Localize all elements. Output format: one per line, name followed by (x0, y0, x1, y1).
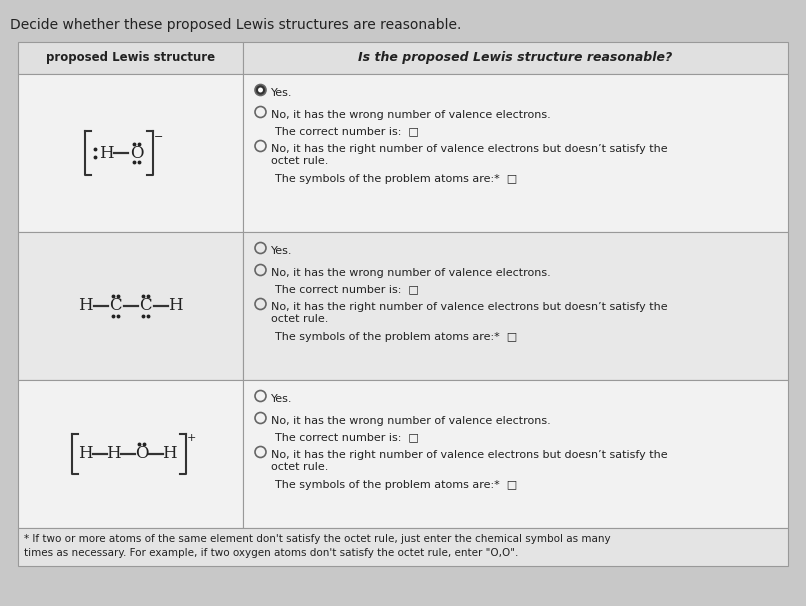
Text: Yes.: Yes. (271, 88, 293, 98)
Text: No, it has the right number of valence electrons but doesn’t satisfy the: No, it has the right number of valence e… (271, 144, 667, 154)
Circle shape (255, 84, 266, 96)
Text: times as necessary. For example, if two oxygen atoms don't satisfy the octet rul: times as necessary. For example, if two … (24, 548, 518, 558)
Text: * If two or more atoms of the same element don't satisfy the octet rule, just en: * If two or more atoms of the same eleme… (24, 534, 611, 544)
Bar (243, 74, 788, 232)
Text: No, it has the wrong number of valence electrons.: No, it has the wrong number of valence e… (271, 110, 550, 120)
Text: H: H (78, 298, 93, 315)
Circle shape (258, 87, 263, 93)
Text: H: H (162, 445, 177, 462)
Text: The correct number is:  □: The correct number is: □ (275, 284, 419, 294)
Text: O: O (130, 144, 143, 162)
Text: No, it has the right number of valence electrons but doesn’t satisfy the: No, it has the right number of valence e… (271, 302, 667, 312)
Text: O: O (135, 445, 148, 462)
Text: octet rule.: octet rule. (271, 462, 328, 472)
Text: H: H (78, 445, 93, 462)
Text: The symbols of the problem atoms are:*  □: The symbols of the problem atoms are:* □ (275, 332, 517, 342)
Text: proposed Lewis structure: proposed Lewis structure (46, 52, 215, 64)
Bar (243, 380, 788, 528)
Text: octet rule.: octet rule. (271, 156, 328, 166)
Text: The symbols of the problem atoms are:*  □: The symbols of the problem atoms are:* □ (275, 174, 517, 184)
Bar (18, 42, 243, 74)
Bar (18, 380, 243, 528)
Text: The correct number is:  □: The correct number is: □ (275, 432, 419, 442)
Text: H: H (99, 144, 114, 162)
Bar (18, 74, 243, 232)
Text: C: C (109, 298, 122, 315)
Text: H: H (106, 445, 121, 462)
Text: No, it has the right number of valence electrons but doesn’t satisfy the: No, it has the right number of valence e… (271, 450, 667, 460)
Text: +: + (187, 433, 196, 443)
Text: C: C (139, 298, 152, 315)
Text: Decide whether these proposed Lewis structures are reasonable.: Decide whether these proposed Lewis stru… (10, 18, 461, 32)
Bar (18, 528, 788, 566)
Text: Yes.: Yes. (271, 394, 293, 404)
Text: The correct number is:  □: The correct number is: □ (275, 126, 419, 136)
Text: No, it has the wrong number of valence electrons.: No, it has the wrong number of valence e… (271, 416, 550, 426)
Text: −: − (154, 132, 163, 142)
Text: The symbols of the problem atoms are:*  □: The symbols of the problem atoms are:* □ (275, 480, 517, 490)
Bar (243, 42, 788, 74)
Text: octet rule.: octet rule. (271, 314, 328, 324)
Text: No, it has the wrong number of valence electrons.: No, it has the wrong number of valence e… (271, 268, 550, 278)
Text: Yes.: Yes. (271, 246, 293, 256)
Text: H: H (168, 298, 183, 315)
Bar (243, 232, 788, 380)
Text: Is the proposed Lewis structure reasonable?: Is the proposed Lewis structure reasonab… (359, 52, 673, 64)
Bar (18, 232, 243, 380)
